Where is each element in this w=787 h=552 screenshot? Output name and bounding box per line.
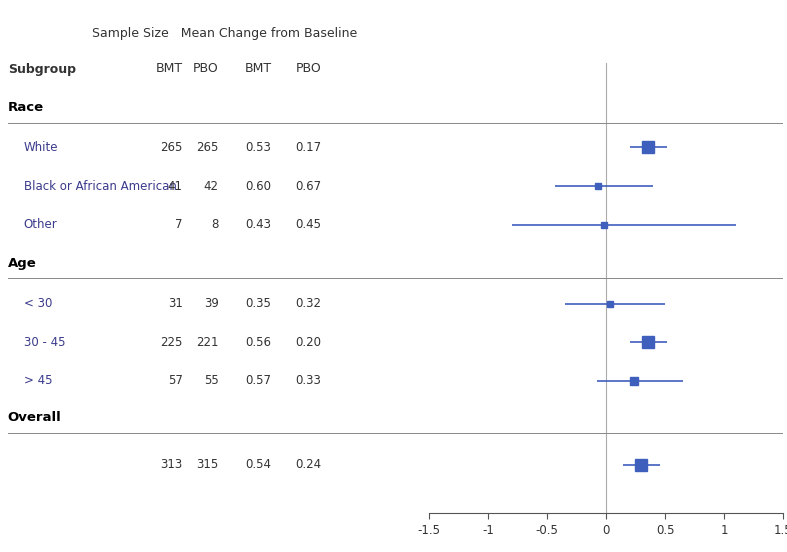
Text: 0.32: 0.32	[295, 297, 321, 310]
Text: 0.56: 0.56	[246, 336, 272, 349]
Text: 30 - 45: 30 - 45	[24, 336, 65, 349]
Text: 39: 39	[204, 297, 219, 310]
Text: Age: Age	[8, 257, 37, 270]
Text: BMT: BMT	[245, 62, 272, 76]
Text: 225: 225	[161, 336, 183, 349]
Text: 0.33: 0.33	[295, 374, 321, 388]
Text: Subgroup: Subgroup	[8, 62, 76, 76]
Text: White: White	[24, 141, 58, 154]
Text: 0.60: 0.60	[246, 179, 272, 193]
Text: 0.35: 0.35	[246, 297, 272, 310]
Text: 0.24: 0.24	[295, 458, 321, 471]
Text: 0.53: 0.53	[246, 141, 272, 154]
Text: > 45: > 45	[24, 374, 52, 388]
Text: 31: 31	[168, 297, 183, 310]
Text: PBO: PBO	[193, 62, 219, 76]
Text: 0.54: 0.54	[246, 458, 272, 471]
Text: 55: 55	[204, 374, 219, 388]
Text: 315: 315	[197, 458, 219, 471]
Text: 0.67: 0.67	[295, 179, 321, 193]
Text: 0.45: 0.45	[295, 218, 321, 231]
Text: 41: 41	[168, 179, 183, 193]
Text: Black or African American: Black or African American	[24, 179, 176, 193]
Text: 7: 7	[175, 218, 183, 231]
Text: 0.57: 0.57	[246, 374, 272, 388]
Text: Race: Race	[8, 101, 44, 114]
Text: 221: 221	[196, 336, 219, 349]
Text: 313: 313	[161, 458, 183, 471]
Text: 42: 42	[204, 179, 219, 193]
Text: 57: 57	[168, 374, 183, 388]
Text: 265: 265	[161, 141, 183, 154]
Text: BMT: BMT	[156, 62, 183, 76]
Text: Other: Other	[24, 218, 57, 231]
Text: < 30: < 30	[24, 297, 52, 310]
Text: 0.43: 0.43	[246, 218, 272, 231]
Text: PBO: PBO	[295, 62, 321, 76]
Text: Overall: Overall	[8, 411, 61, 424]
Text: Sample Size   Mean Change from Baseline: Sample Size Mean Change from Baseline	[91, 26, 357, 40]
Text: 8: 8	[212, 218, 219, 231]
Text: 265: 265	[197, 141, 219, 154]
Text: 0.20: 0.20	[295, 336, 321, 349]
Text: 0.17: 0.17	[295, 141, 321, 154]
